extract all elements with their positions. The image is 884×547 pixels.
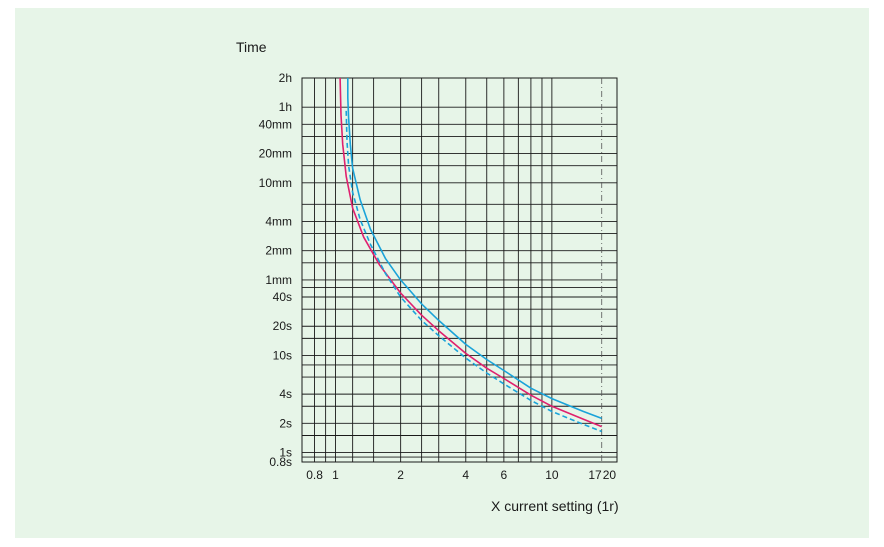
series-line-1	[339, 77, 602, 428]
y-tick-label: 40mm	[259, 117, 292, 131]
y-tick-label: 1h	[279, 100, 292, 114]
y-tick-label: 2s	[279, 416, 292, 430]
y-tick-label: 4s	[279, 387, 292, 401]
x-tick-label: 10	[545, 468, 559, 482]
y-tick-label: 10s	[273, 348, 292, 362]
x-tick-label: 2	[397, 468, 404, 482]
y-tick-label: 4mm	[265, 214, 292, 228]
x-tick-label: 20	[603, 468, 617, 482]
y-tick-label: 1s	[279, 446, 292, 460]
y-tick-label: 1mm	[265, 273, 292, 287]
series-line-2	[347, 78, 602, 420]
y-tick-label: 20mm	[259, 147, 292, 161]
x-tick-label: 17	[588, 468, 602, 482]
x-tick-label: 4	[462, 468, 469, 482]
x-tick-label: 0.8	[306, 468, 323, 482]
plot-frame	[301, 77, 618, 463]
x-tick-label: 6	[501, 468, 508, 482]
x-tick-label: 1	[332, 468, 339, 482]
series-group	[339, 77, 602, 433]
y-tick-label: 0.8s	[269, 455, 292, 469]
y-tick-label: 10mm	[259, 176, 292, 190]
y-tick-label: 40s	[273, 290, 292, 304]
chart-panel	[15, 8, 869, 538]
x-axis-title: X current setting (1r)	[491, 498, 619, 514]
series-line-3	[345, 110, 602, 433]
y-tick-labels: 2h 1h 40mm 20mm 10mm 4mm 2mm 1mm 40s 20s 10s 4s 2s 1s…	[259, 71, 292, 469]
y-tick-label: 20s	[273, 319, 292, 333]
x-tick-labels: 0.8 1 2 4 6 10 17 20	[306, 468, 616, 482]
y-tick-label: 2h	[279, 71, 292, 85]
y-axis-title: Time	[236, 39, 267, 55]
y-tick-label: 2mm	[265, 244, 292, 258]
